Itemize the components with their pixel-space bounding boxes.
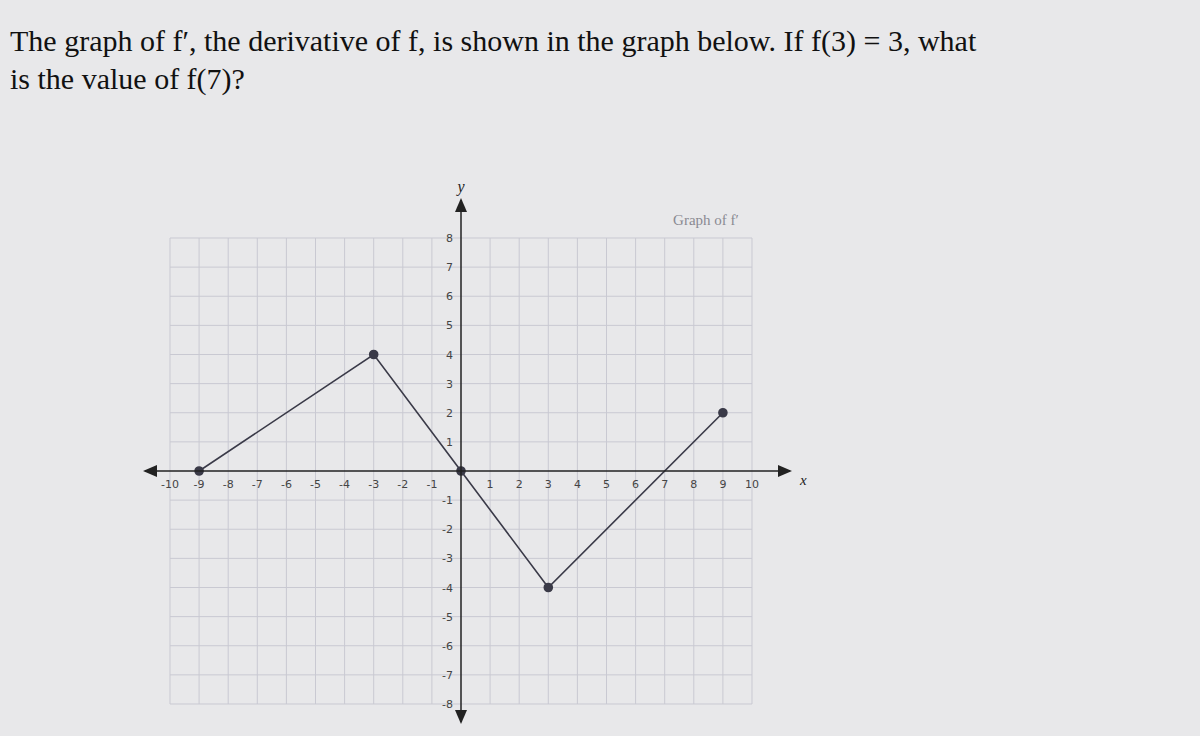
svg-text:-8: -8	[442, 698, 453, 711]
svg-text:Graph of f′: Graph of f′	[673, 212, 739, 228]
svg-text:2: 2	[446, 407, 453, 420]
svg-text:-1: -1	[426, 478, 437, 491]
svg-text:2: 2	[516, 478, 523, 491]
svg-text:6: 6	[446, 290, 453, 303]
svg-text:-3: -3	[368, 478, 379, 491]
svg-text:-6: -6	[442, 640, 453, 653]
svg-text:6: 6	[632, 478, 639, 491]
svg-text:-10: -10	[161, 478, 179, 491]
svg-text:5: 5	[446, 319, 453, 332]
svg-text:3: 3	[446, 378, 453, 391]
html-text:is the value of f(7)?: is the value of f(7)?	[10, 62, 245, 95]
svg-text:-5: -5	[442, 611, 453, 624]
svg-text:3: 3	[545, 478, 552, 491]
svg-text:-1: -1	[442, 494, 453, 507]
svg-text:-6: -6	[281, 478, 292, 491]
svg-text:7: 7	[446, 261, 453, 274]
svg-text:8: 8	[446, 232, 453, 245]
svg-text:-8: -8	[223, 478, 234, 491]
svg-text:5: 5	[603, 478, 610, 491]
svg-text:-2: -2	[397, 478, 408, 491]
svg-text:-2: -2	[442, 523, 453, 536]
svg-text:y: y	[455, 178, 465, 196]
svg-text:-9: -9	[194, 478, 205, 491]
svg-text:10: 10	[745, 478, 759, 491]
html-text:The graph of f′, the derivativ: The graph of f′, the derivative of f, is…	[10, 24, 977, 57]
svg-text:x: x	[799, 472, 807, 488]
svg-text:-7: -7	[252, 478, 263, 491]
svg-text:7: 7	[661, 478, 668, 491]
svg-text:4: 4	[446, 349, 453, 362]
svg-text:1: 1	[487, 478, 494, 491]
svg-text:-3: -3	[442, 552, 453, 565]
svg-text:8: 8	[690, 478, 697, 491]
svg-text:-5: -5	[310, 478, 321, 491]
svg-text:1: 1	[446, 436, 453, 449]
svg-text:-4: -4	[339, 478, 350, 491]
svg-text:-7: -7	[442, 669, 453, 682]
svg-text:4: 4	[574, 478, 581, 491]
svg-text:9: 9	[719, 478, 726, 491]
svg-text:-4: -4	[442, 582, 453, 595]
